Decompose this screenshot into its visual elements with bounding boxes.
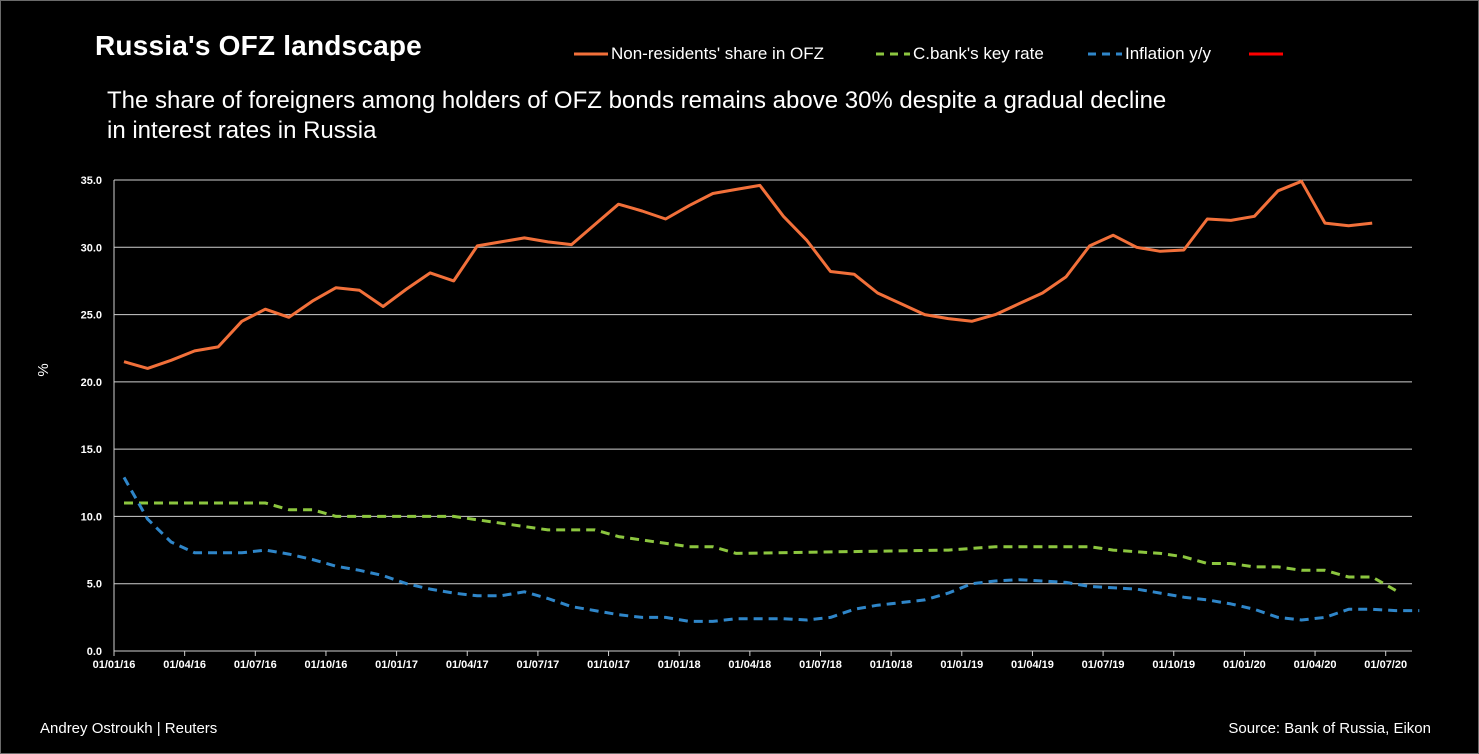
- y-tick-label: 10.0: [81, 511, 102, 523]
- key-rate-line: [124, 501, 1397, 592]
- x-tick-label: 01/01/20: [1223, 659, 1266, 671]
- x-tick-labels: 01/01/16 01/04/16 01/07/16 01/10/16 01/01/17…: [93, 659, 1408, 671]
- y-tick-label: 35.0: [81, 175, 102, 187]
- x-tick-label: 01/10/18: [870, 659, 913, 671]
- legend-label-nonresidents: Non-residents' share in OFZ: [611, 44, 824, 63]
- y-tick-label: 0.0: [87, 646, 102, 658]
- y-tick-labels: 0.0 5.0 10.0 15.0 20.0 25.0 30.0 35.0: [81, 175, 102, 658]
- y-axis-label: %: [35, 363, 52, 376]
- x-tick-label: 01/10/17: [587, 659, 630, 671]
- credit: Andrey Ostroukh | Reuters: [40, 720, 218, 737]
- x-tick-label: 01/10/16: [305, 659, 348, 671]
- x-tick-label: 01/04/19: [1011, 659, 1054, 671]
- x-tick-label: 01/04/20: [1294, 659, 1337, 671]
- x-tick-label: 01/07/16: [234, 659, 277, 671]
- x-tick-label: 01/07/18: [799, 659, 842, 671]
- x-tick-label: 01/01/17: [375, 659, 418, 671]
- series-lines: [122, 179, 1420, 623]
- legend-label-keyrate: C.bank's key rate: [913, 44, 1044, 63]
- y-tick-label: 15.0: [81, 444, 102, 456]
- x-tick-label: 01/07/19: [1082, 659, 1125, 671]
- x-tick-label: 01/10/19: [1152, 659, 1195, 671]
- x-tick-label: 01/01/18: [658, 659, 701, 671]
- nonresidents-line: [123, 179, 1373, 370]
- inflation-line: [122, 476, 1420, 623]
- axes: [113, 180, 1412, 656]
- source: Source: Bank of Russia, Eikon: [1228, 720, 1431, 737]
- x-tick-label: 01/04/18: [728, 659, 771, 671]
- y-tick-label: 25.0: [81, 310, 102, 322]
- grid-lines: [114, 179, 1412, 585]
- x-tick-label: 01/01/16: [93, 659, 136, 671]
- x-tick-label: 01/07/20: [1364, 659, 1407, 671]
- x-tick-label: 01/01/19: [940, 659, 983, 671]
- y-tick-label: 20.0: [81, 377, 102, 389]
- x-tick-label: 01/07/17: [516, 659, 559, 671]
- y-tick-label: 5.0: [87, 579, 102, 591]
- x-tick-label: 01/04/16: [163, 659, 206, 671]
- y-tick-label: 30.0: [81, 242, 102, 254]
- legend-label-inflation: Inflation y/y: [1125, 44, 1211, 63]
- chart-subtitle: The share of foreigners among holders of…: [107, 87, 1167, 144]
- x-tick-label: 01/04/17: [446, 659, 489, 671]
- chart-title: Russia's OFZ landscape: [95, 30, 422, 61]
